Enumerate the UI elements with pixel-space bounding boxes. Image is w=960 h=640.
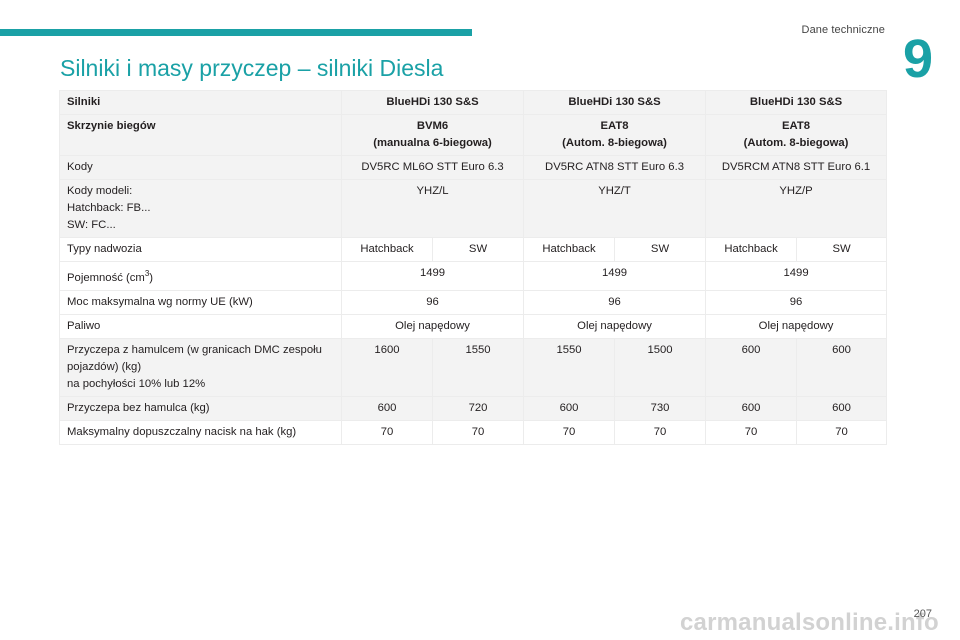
table-cell: 70: [341, 419, 433, 445]
table-cell: Hatchback: [705, 237, 798, 262]
row-label: Typy nadwozia: [59, 237, 342, 262]
table-cell: 730: [614, 395, 707, 421]
row-label: Paliwo: [59, 313, 342, 339]
table-cell: 720: [431, 395, 525, 421]
gearbox-desc: (Autom. 8-biegowa): [743, 137, 849, 149]
table-cell: 70: [705, 419, 798, 445]
table-cell: Olej napędowy: [523, 313, 707, 339]
table-cell: 1550: [431, 337, 525, 397]
row-label-line: Hatchback: FB...: [67, 202, 151, 214]
row-label: Przyczepa z hamulcem (w granicach DMC ze…: [59, 337, 342, 397]
header-accent-bar: [0, 29, 472, 36]
table-cell: YHZ/L: [340, 179, 525, 238]
table-cell: SW: [796, 237, 888, 262]
row-label: Skrzynie biegów: [59, 114, 342, 156]
table-cell: DV5RCM ATN8 STT Euro 6.1: [705, 155, 888, 180]
table-row-capacity: Pojemność (cm3) 1499 1499 1499: [59, 261, 888, 291]
table-cell: EAT8 (Autom. 8-biegowa): [705, 114, 888, 156]
row-label: Moc maksymalna wg normy UE (kW): [59, 289, 342, 315]
watermark: carmanualsonline.info: [680, 609, 939, 636]
capacity-unit-sup: 3: [144, 269, 150, 278]
row-label-line: Kody modeli:: [67, 185, 133, 197]
table-row-engines: Silniki BlueHDi 130 S&S BlueHDi 130 S&S …: [59, 90, 888, 115]
gearbox-desc: (Autom. 8-biegowa): [562, 137, 667, 149]
capacity-label-end: ): [149, 271, 154, 284]
table-cell: 1499: [523, 261, 707, 291]
gearbox-name: EAT8: [782, 120, 811, 132]
table-cell: SW: [431, 237, 525, 262]
table-cell: 70: [614, 419, 707, 445]
row-label-line: SW: FC...: [67, 219, 116, 231]
row-label: Pojemność (cm3): [59, 261, 342, 291]
table-cell: 600: [796, 395, 888, 421]
table-cell: BVM6 (manualna 6-biegowa): [340, 114, 525, 156]
table-cell: BlueHDi 130 S&S: [705, 90, 888, 115]
table-row-gearboxes: Skrzynie biegów BVM6 (manualna 6-biegowa…: [59, 114, 888, 156]
table-row-unbraked-trailer: Przyczepa bez hamulca (kg) 600 720 600 7…: [59, 395, 888, 421]
table-cell: 96: [523, 289, 707, 315]
table-cell: 600: [796, 337, 888, 397]
chapter-number: 9: [902, 29, 934, 89]
table-cell: 96: [705, 289, 888, 315]
table-cell: Olej napędowy: [340, 313, 525, 339]
table-row-nose-weight: Maksymalny dopuszczalny nacisk na hak (k…: [59, 419, 888, 445]
table-cell: 1499: [340, 261, 525, 291]
table-row-model-codes: Kody modeli: Hatchback: FB... SW: FC... …: [59, 179, 888, 238]
table-cell: BlueHDi 130 S&S: [340, 90, 525, 115]
table-cell: 1500: [614, 337, 707, 397]
table-cell: Hatchback: [341, 237, 433, 262]
gearbox-name: EAT8: [600, 120, 629, 132]
section-label: Dane techniczne: [801, 24, 885, 36]
table-cell: 600: [341, 395, 433, 421]
row-label-line: na pochyłości 10% lub 12%: [67, 377, 206, 390]
table-cell: 600: [705, 337, 798, 397]
table-cell: Olej napędowy: [705, 313, 888, 339]
table-cell: EAT8 (Autom. 8-biegowa): [523, 114, 707, 156]
spec-table: Silniki BlueHDi 130 S&S BlueHDi 130 S&S …: [59, 90, 888, 445]
table-cell: YHZ/T: [523, 179, 707, 238]
gearbox-desc: (manualna 6-biegowa): [373, 137, 492, 149]
table-cell: Hatchback: [523, 237, 616, 262]
capacity-label: Pojemność (cm: [67, 271, 145, 284]
table-cell: 600: [523, 395, 616, 421]
table-cell: 1550: [523, 337, 616, 397]
table-row-body-types: Typy nadwozia Hatchback SW Hatchback SW …: [59, 237, 888, 262]
table-cell: DV5RC ML6O STT Euro 6.3: [340, 155, 525, 180]
table-row-power: Moc maksymalna wg normy UE (kW) 96 96 96: [59, 289, 888, 315]
table-cell: 1600: [341, 337, 433, 397]
table-cell: BlueHDi 130 S&S: [523, 90, 707, 115]
table-row-braked-trailer: Przyczepa z hamulcem (w granicach DMC ze…: [59, 337, 888, 397]
table-cell: 600: [705, 395, 798, 421]
row-label-line: Przyczepa z hamulcem (w granicach DMC ze…: [67, 343, 322, 356]
table-cell: 70: [431, 419, 525, 445]
row-label: Kody modeli: Hatchback: FB... SW: FC...: [59, 179, 342, 238]
row-label: Przyczepa bez hamulca (kg): [59, 395, 342, 421]
table-cell: YHZ/P: [705, 179, 888, 238]
gearbox-name: BVM6: [416, 120, 449, 132]
table-row-fuel: Paliwo Olej napędowy Olej napędowy Olej …: [59, 313, 888, 339]
row-label: Maksymalny dopuszczalny nacisk na hak (k…: [59, 419, 342, 445]
row-label: Silniki: [59, 90, 342, 115]
table-cell: 96: [340, 289, 525, 315]
table-cell: SW: [614, 237, 707, 262]
page-number: 207: [913, 608, 932, 620]
table-cell: 70: [796, 419, 888, 445]
row-label: Kody: [59, 155, 342, 180]
row-label-line: pojazdów) (kg): [67, 360, 142, 373]
table-cell: 70: [523, 419, 616, 445]
table-row-codes: Kody DV5RC ML6O STT Euro 6.3 DV5RC ATN8 …: [59, 155, 888, 180]
table-cell: DV5RC ATN8 STT Euro 6.3: [523, 155, 707, 180]
page-title: Silniki i masy przyczep – silniki Diesla: [60, 55, 444, 81]
table-cell: 1499: [705, 261, 888, 291]
